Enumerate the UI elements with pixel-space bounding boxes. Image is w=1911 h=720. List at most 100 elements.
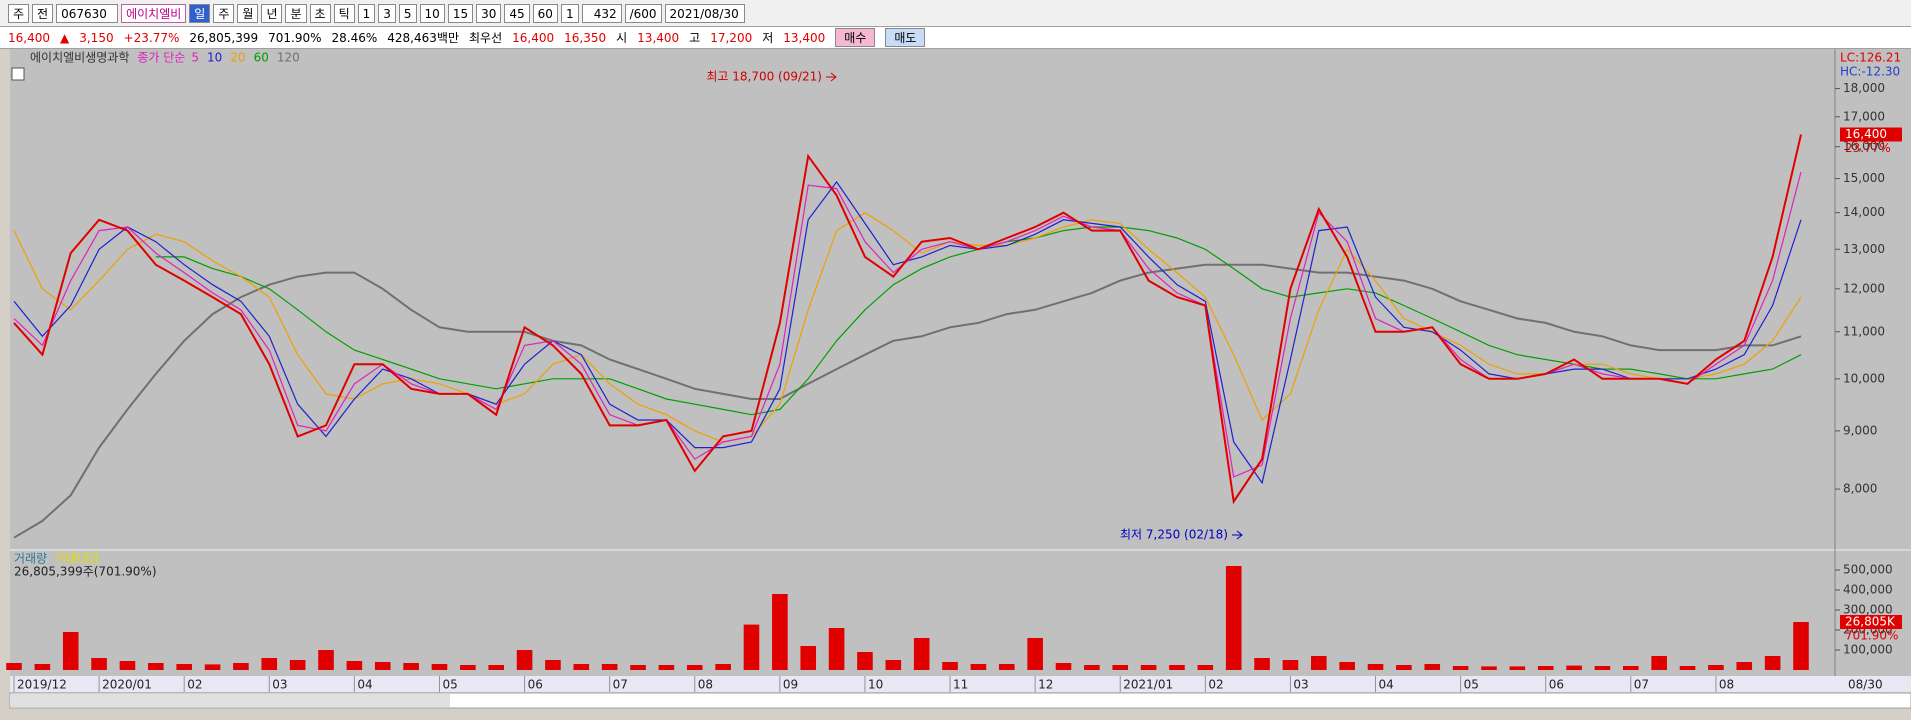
x-tick-label: 2020/01	[102, 678, 152, 692]
volume-bar	[601, 664, 618, 670]
volume-bar	[1310, 656, 1327, 670]
volume-bar	[1424, 664, 1441, 670]
volume-bar	[1169, 665, 1185, 670]
volume-bar	[119, 661, 136, 670]
volume-bar	[176, 664, 192, 670]
volume-bar	[431, 664, 448, 670]
y-tick-label: 10,000	[1843, 371, 1885, 385]
x-tick-label: 05	[1464, 678, 1479, 692]
toolbar-button[interactable]: 초	[309, 3, 331, 23]
toolbar-button[interactable]: 틱	[333, 3, 355, 23]
legend-entry: 20	[230, 51, 245, 65]
toolbar-button[interactable]: 주	[213, 3, 235, 23]
volume-bar	[1396, 665, 1412, 670]
toolbar-button[interactable]: 주	[8, 3, 30, 23]
hc-label: HC:-12.30	[1840, 65, 1900, 79]
y-tick-label: 11,000	[1843, 324, 1885, 338]
chart-background	[10, 49, 1911, 676]
x-tick-label: 03	[272, 678, 287, 692]
x-tick-label: 02	[187, 678, 202, 692]
volume-bar	[1367, 664, 1384, 670]
toolbar-button[interactable]: 3	[378, 3, 396, 23]
volume-tick-label: 400,000	[1843, 583, 1893, 597]
volume-tag	[1840, 615, 1902, 629]
volume-bar	[516, 650, 533, 670]
quote-item[interactable]: 매도	[885, 28, 926, 47]
toolbar-button[interactable]: 60	[532, 3, 558, 23]
volume-bar	[1623, 666, 1639, 670]
toolbar-button[interactable]: 10	[419, 3, 445, 23]
volume-bar	[970, 664, 987, 670]
toolbar-button[interactable]: 5	[398, 3, 417, 23]
volume-bar	[658, 665, 675, 670]
quote-item: 시	[616, 31, 628, 45]
x-tick-label: 04	[357, 678, 372, 692]
quote-item: 13,400	[637, 30, 680, 45]
toolbar-button[interactable]: 067630	[56, 3, 119, 23]
price-line	[13, 134, 1802, 505]
volume-bar	[318, 650, 334, 670]
volume-bar	[1708, 665, 1724, 670]
toolbar: 주 전 067630 에이치엘비 일 주 월 년 분 초 틱 1 3 5 10 15 30 45 60 1 432/60…	[0, 0, 1911, 27]
volume-tick-label: 100,000	[1843, 643, 1893, 657]
toolbar-button[interactable]: 분	[285, 3, 307, 23]
x-tick-label: 10	[868, 678, 883, 692]
volume-tick-label: 300,000	[1843, 603, 1893, 617]
toolbar-button[interactable]: /600	[624, 3, 662, 23]
volume-bar	[1509, 666, 1526, 670]
quote-item: 3,150	[79, 30, 114, 45]
toolbar-button[interactable]: 432	[581, 3, 622, 23]
y-tick-label: 15,000	[1843, 171, 1885, 185]
x-tick-label: 12	[1038, 678, 1053, 692]
toolbar-button[interactable]: 에이치엘비	[121, 3, 187, 23]
volume-bar	[885, 660, 902, 670]
quote-item[interactable]: 매수	[835, 28, 876, 47]
legend-entry: 10	[207, 51, 222, 65]
quote-item: ▲	[60, 30, 70, 45]
volume-bar	[1764, 656, 1781, 670]
toolbar-button[interactable]: 1	[560, 3, 579, 23]
quote-item: 428,463백만	[387, 31, 459, 45]
volume-bar	[1736, 662, 1753, 670]
lc-label: LC:126.21	[1840, 51, 1901, 65]
volume-bar	[148, 663, 164, 670]
x-tick-label: 08	[1719, 678, 1734, 692]
volume-bar	[204, 664, 221, 670]
quote-item: 16,400	[512, 30, 555, 45]
ma-line	[13, 263, 1802, 539]
x-tick-label: 05	[442, 678, 457, 692]
volume-bar	[913, 638, 930, 670]
volume-tag-label: 26,805K	[1845, 615, 1896, 629]
toolbar-button[interactable]: 2021/08/30	[664, 3, 745, 23]
annotation-arrow	[1232, 530, 1243, 540]
volume-bar	[1112, 665, 1129, 670]
toolbar-button[interactable]: 1	[357, 3, 376, 23]
volume-bar	[743, 624, 760, 670]
y-tick-label: 17,000	[1843, 109, 1885, 123]
quote-item: 16,350	[564, 30, 607, 45]
x-tick-label: 07	[1634, 678, 1649, 692]
volume-bar	[34, 664, 51, 670]
volume-bar	[1140, 665, 1157, 670]
toolbar-button[interactable]: 30	[476, 3, 502, 23]
x-tick-label: 2021/01	[1123, 678, 1173, 692]
toolbar-button[interactable]: 전	[32, 3, 54, 23]
scroll-thumb[interactable]	[10, 694, 450, 707]
toolbar-button[interactable]: 년	[261, 3, 283, 23]
quote-item: 28.46%	[331, 30, 378, 45]
volume-bar	[488, 665, 505, 670]
toolbar-button[interactable]: 월	[237, 3, 259, 23]
x-tick-label: 09	[783, 678, 798, 692]
volume-bar	[857, 652, 873, 670]
volume-bar	[1254, 658, 1270, 670]
volume-bar	[1452, 666, 1469, 670]
volume-bar	[1225, 566, 1242, 670]
panel-icon[interactable]	[11, 67, 25, 81]
toolbar-button[interactable]: 15	[447, 3, 474, 23]
toolbar-button[interactable]: 45	[504, 3, 530, 23]
volume-bar	[686, 665, 703, 670]
volume-bar	[1197, 665, 1214, 670]
volume-bar	[346, 661, 363, 670]
toolbar-button[interactable]: 일	[189, 3, 211, 23]
